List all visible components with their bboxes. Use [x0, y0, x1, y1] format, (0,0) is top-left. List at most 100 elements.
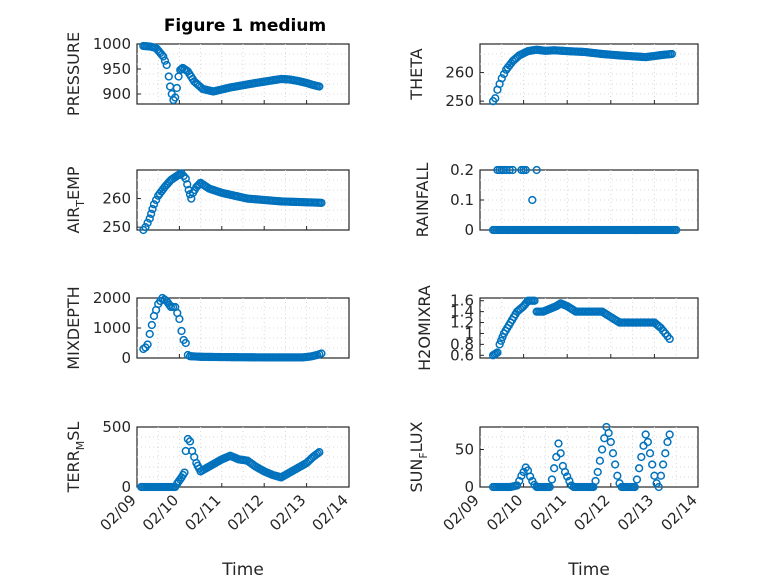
y-axis-label: H2OMIXRA: [415, 285, 434, 371]
panel-theta: 250 260 THETA: [407, 43, 699, 110]
data-point: [317, 198, 326, 208]
data-point: [645, 449, 655, 458]
y-tick-label: 50: [455, 441, 474, 459]
data-point: [634, 464, 644, 473]
data-point: [143, 218, 152, 228]
data-point: [145, 214, 154, 223]
y-axis-label: PRESSURE: [64, 32, 83, 116]
data-point: [661, 449, 670, 458]
data-point: [315, 448, 324, 457]
y-axis-label: AIRTEMP: [64, 166, 87, 233]
y-tick-label: 500: [102, 418, 131, 436]
data-point: [613, 471, 622, 480]
data-point: [611, 460, 620, 469]
data-point: [497, 74, 506, 83]
data-point: [672, 225, 681, 235]
x-tick-label: 02/11: [181, 491, 224, 534]
series-markers: [488, 45, 676, 106]
data-point: [141, 222, 150, 232]
y-tick-label: 0.8: [450, 335, 474, 353]
data-point: [595, 456, 605, 465]
data-point: [643, 437, 653, 447]
data-point: [593, 467, 602, 477]
data-point: [521, 165, 530, 175]
y-tick-label: 0.2: [450, 161, 474, 179]
y-axis-label: MIXDEPTH: [64, 286, 83, 369]
data-point: [317, 349, 326, 358]
y-tick-label: 0: [121, 349, 131, 367]
data-point: [181, 338, 190, 348]
y-tick-label: 0: [121, 478, 131, 496]
data-point: [171, 93, 180, 102]
x-tick-label: 02/10: [139, 491, 182, 534]
data-point: [545, 482, 554, 492]
data-point: [177, 326, 186, 336]
panel-rainfall: 0 0.1 0.2 RAINFALL: [413, 161, 699, 239]
x-axis-label: Time: [567, 560, 610, 580]
series-markers: [488, 165, 681, 235]
panel-terrain: 0 500 02/09 02/10 02/11 02/12 02/13 02/14 Time TE…: [64, 418, 352, 580]
panel-h2omixra: 0.60.811.21.41.6 H2OMIXRA: [415, 285, 699, 371]
series-markers: [139, 41, 324, 105]
y-label-main: THETA: [407, 48, 426, 100]
data-point: [665, 430, 674, 439]
y-tick-label: 260: [445, 64, 474, 82]
y-tick-label: 0: [464, 221, 474, 239]
panel-mixdepth: 0 1000 2000 MIXDEPTH: [64, 286, 350, 370]
data-point: [600, 434, 609, 443]
y-axis-label: THETA: [407, 48, 426, 100]
y-tick-label: 1.2: [450, 314, 474, 332]
data-point: [143, 340, 152, 349]
grid: [480, 427, 698, 487]
data-point: [183, 180, 192, 189]
y-tick-label: 0.1: [450, 191, 474, 209]
y-label-subscript: T: [74, 200, 87, 208]
series-markers: [488, 296, 674, 360]
data-point: [181, 174, 190, 183]
data-point: [164, 72, 173, 81]
y-tick-label: 1.4: [450, 303, 474, 321]
x-tick-label: 02/11: [527, 491, 570, 534]
y-tick-label: 250: [102, 218, 131, 236]
figure-title: Figure 1 medium: [164, 16, 326, 36]
grid: [480, 170, 698, 230]
data-point: [148, 204, 157, 214]
data-point: [608, 449, 618, 458]
y-label-main: AIR: [64, 207, 83, 234]
data-point: [637, 452, 646, 462]
data-point: [315, 82, 324, 91]
data-point: [146, 209, 156, 218]
data-point: [597, 445, 607, 454]
data-point: [667, 49, 676, 59]
y-tick-label: 2000: [93, 289, 131, 307]
y-label-main: RAINFALL: [413, 163, 432, 238]
y-label-rest: EMP: [64, 166, 83, 200]
data-point: [180, 468, 189, 477]
data-point: [632, 475, 642, 484]
y-label-main: MIXDEPTH: [64, 286, 83, 369]
x-axis-label: Time: [221, 560, 264, 580]
x-tick-label: 02/14: [658, 491, 701, 534]
y-axis-label: SUNFLUX: [407, 421, 430, 492]
data-point: [491, 94, 500, 103]
data-point: [565, 476, 574, 486]
x-tick-label: 02/12: [570, 491, 613, 534]
panel-air_temp: 250 260 AIRTEMP: [64, 166, 350, 236]
grid: [137, 298, 349, 358]
data-point: [656, 471, 666, 480]
series-markers: [137, 434, 324, 492]
data-point: [151, 195, 161, 205]
data-point: [630, 482, 639, 492]
data-point: [172, 83, 182, 93]
data-point: [530, 296, 539, 305]
data-point: [512, 481, 522, 490]
y-tick-label: 0.6: [450, 346, 474, 364]
x-tick-label: 02/12: [224, 491, 267, 534]
data-point: [147, 320, 156, 330]
panel-pressure: 900 950 1000 PRESSURE: [64, 32, 350, 116]
y-tick-label: 1: [464, 324, 474, 342]
data-point: [604, 428, 613, 438]
data-point: [547, 475, 557, 484]
